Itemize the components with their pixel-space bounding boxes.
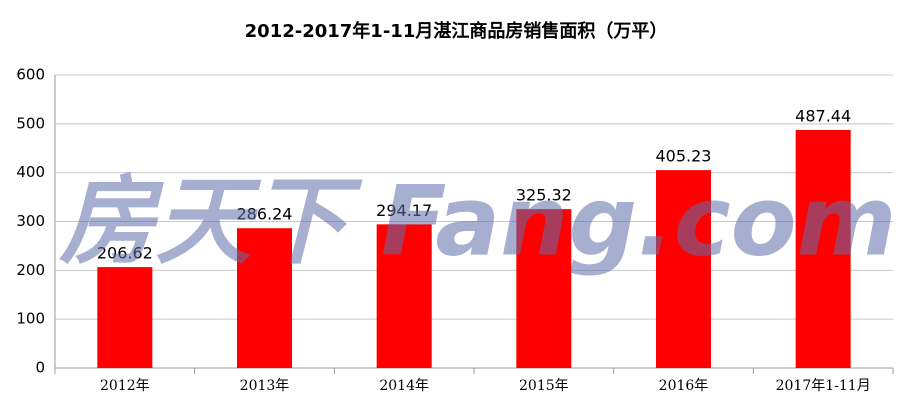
x-tick-label: 2013年 [240, 378, 290, 394]
y-tick-label: 300 [16, 212, 45, 230]
x-tick-label: 2014年 [379, 378, 429, 394]
data-label: 325.32 [516, 186, 572, 205]
bar [516, 209, 572, 368]
y-tick-label: 100 [16, 310, 45, 328]
bar [795, 129, 851, 368]
data-label: 405.23 [656, 147, 712, 166]
x-tick-label: 2015年 [519, 378, 569, 394]
y-tick-label: 400 [16, 163, 45, 181]
data-label: 487.44 [795, 106, 851, 125]
chart-title: 2012-2017年1-11月湛江商品房销售面积（万平） [245, 20, 668, 42]
bar [97, 267, 153, 368]
x-tick-label: 2012年 [100, 378, 150, 394]
y-tick-label: 600 [16, 66, 45, 84]
watermark: 房天下 Fang.com [58, 165, 896, 277]
x-tick-label: 2016年 [659, 378, 709, 394]
x-tick-label: 2017年1-11月 [776, 378, 871, 394]
bar [376, 224, 432, 368]
y-tick-label: 200 [16, 261, 45, 279]
y-tick-label: 500 [16, 114, 45, 132]
y-tick-label: 0 [35, 359, 45, 377]
bar [656, 170, 711, 368]
data-label: 206.62 [97, 244, 153, 263]
bar [237, 228, 292, 368]
data-label: 294.17 [376, 201, 432, 220]
data-label: 286.24 [237, 205, 293, 224]
